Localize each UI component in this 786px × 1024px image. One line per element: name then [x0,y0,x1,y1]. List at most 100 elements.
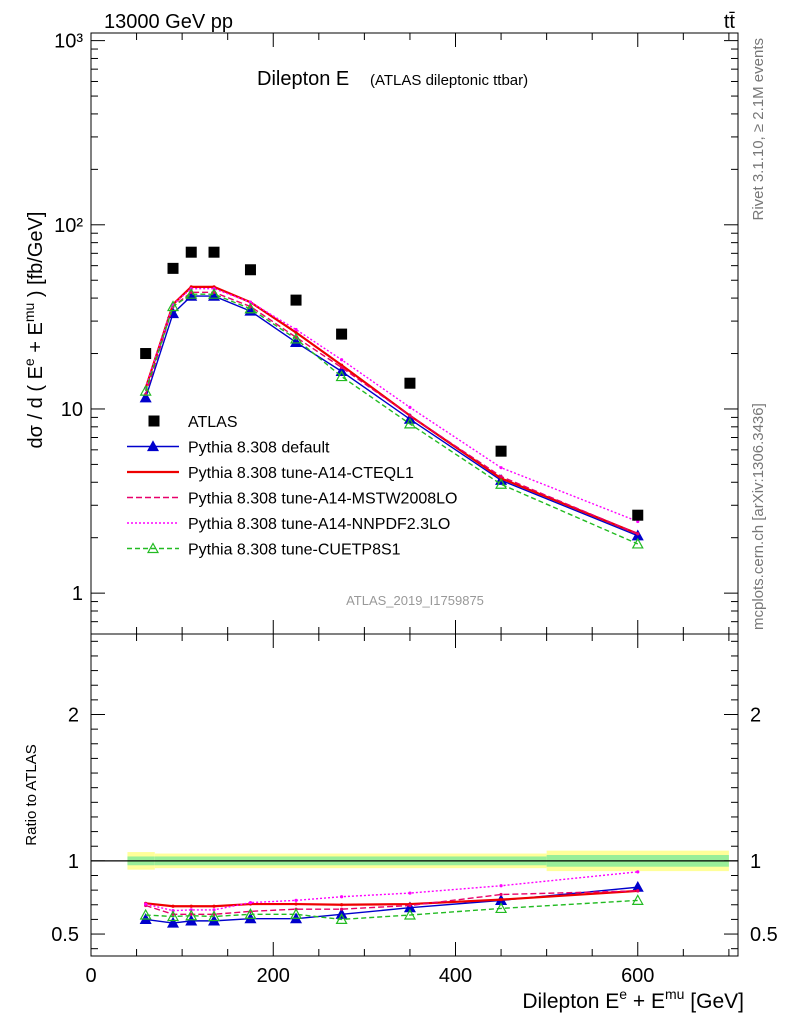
series-marker [290,332,303,344]
series-marker [166,910,180,922]
series-line [145,295,639,537]
data-point [404,377,416,389]
ratio-marker [339,895,344,899]
main-axes: 1 10 10² 10³ [54,31,738,635]
ratio-line [145,889,638,908]
ratio-y-tick-label-right: 2 [750,705,761,727]
ratio-series [139,870,644,928]
series-marker [631,894,644,905]
data-point [208,246,220,258]
ratio-y-tick-label-right: 0.5 [750,924,778,946]
ratio-marker [499,898,503,902]
series-marker [495,902,508,914]
series-marker [294,330,298,335]
series-marker [139,384,152,396]
series-marker [139,908,152,920]
series-marker [631,537,644,549]
series-marker [403,417,416,429]
series-marker [339,363,344,367]
ratio-line [145,886,638,924]
ratio-marker [499,884,503,888]
data-point [336,328,348,340]
ratio-marker [636,870,640,874]
legend-entry-1: Pythia 8.308 default [127,440,330,457]
atlas-data [140,246,644,521]
ratio-marker [171,904,175,908]
analysis-label: ATLAS_2019_I1759875 [346,593,484,608]
series-marker [208,910,221,922]
series-marker [208,287,221,299]
ratio-line [145,871,638,912]
x-tick-label: 200 [257,965,290,987]
series-marker [403,901,416,913]
ratio-marker [212,908,216,912]
series-marker [185,287,198,299]
ratio-y-tick-label: 2 [68,705,79,727]
x-axis-label: Dilepton Ee + Emu [GeV] [522,986,744,1013]
ratio-marker [339,903,344,907]
series-marker [244,908,257,919]
main-y-tick-label: 10² [54,215,83,237]
ratio-y-tick-label: 0.5 [51,924,79,946]
ratio-line [145,890,638,915]
ratio-axes: 0.5 0.5 1 1 2 2 0 200 400 600 [51,634,778,987]
legend-entry-atlas: ATLAS [148,414,238,431]
ratio-line [145,899,638,921]
energy-label: 13000 GeV pp [104,11,233,33]
ratio-marker [408,891,412,895]
mcplots-label: mcplots.cern.ch [arXiv:1306.3436] [750,403,767,630]
legend-label: Pythia 8.308 default [188,440,330,457]
ratio-frame [90,633,739,957]
rivet-label: Rivet 3.1.10, ≥ 2.1M events [750,38,767,221]
legend-label: Pythia 8.308 tune-A14-MSTW2008LO [188,491,457,508]
legend-entry-5: Pythia 8.308 tune-CUETP8S1 [127,542,401,559]
series-marker [290,908,303,919]
series-line [145,291,639,535]
series-marker [339,365,344,370]
ratio-marker [294,902,298,906]
series-marker [146,440,160,452]
data-point [290,294,302,306]
ratio-series-5 [139,894,644,925]
main-series-5 [139,287,644,549]
ratio-series-4 [144,870,640,913]
process-label: tt̄ [724,11,736,33]
series-marker [185,909,198,921]
ratio-y-axis-label: Ratio to ATLAS [23,744,40,845]
series-marker [408,414,412,418]
data-point [148,415,160,427]
ratio-marker [499,892,503,897]
legend: ATLAS Pythia 8.308 default Pythia 8.308 tu… [127,414,457,559]
main-y-tick-label: 10 [61,399,83,421]
series-marker [290,336,303,347]
series-marker [146,542,160,554]
main-series [139,246,644,549]
ratio-marker [212,904,216,908]
ratio-marker [189,904,193,908]
series-marker [248,300,253,304]
data-point [244,264,256,276]
series-marker [495,478,508,489]
ratio-series-3 [144,889,640,916]
main-series-4 [144,287,640,524]
series-marker [499,474,503,479]
ratio-y-tick-label: 1 [68,851,79,873]
series-marker [335,913,348,925]
series-marker [244,302,257,314]
main-y-tick-label: 1 [72,583,83,605]
x-tick-label: 0 [85,965,96,987]
legend-label: ATLAS [188,414,238,431]
ratio-marker [294,898,298,902]
data-point [140,348,152,360]
series-marker [185,914,198,926]
chart-title: Dilepton E [257,68,349,90]
series-marker [166,300,180,312]
series-marker [139,391,152,403]
legend-entry-3: Pythia 8.308 tune-A14-MSTW2008LO [127,491,457,508]
legend-label: Pythia 8.308 tune-A14-NNPDF2.3LO [188,516,450,533]
series-marker [294,327,298,332]
ratio-y-tick-label-right: 1 [750,851,761,873]
ratio-marker [636,889,640,893]
series-marker [339,358,344,362]
